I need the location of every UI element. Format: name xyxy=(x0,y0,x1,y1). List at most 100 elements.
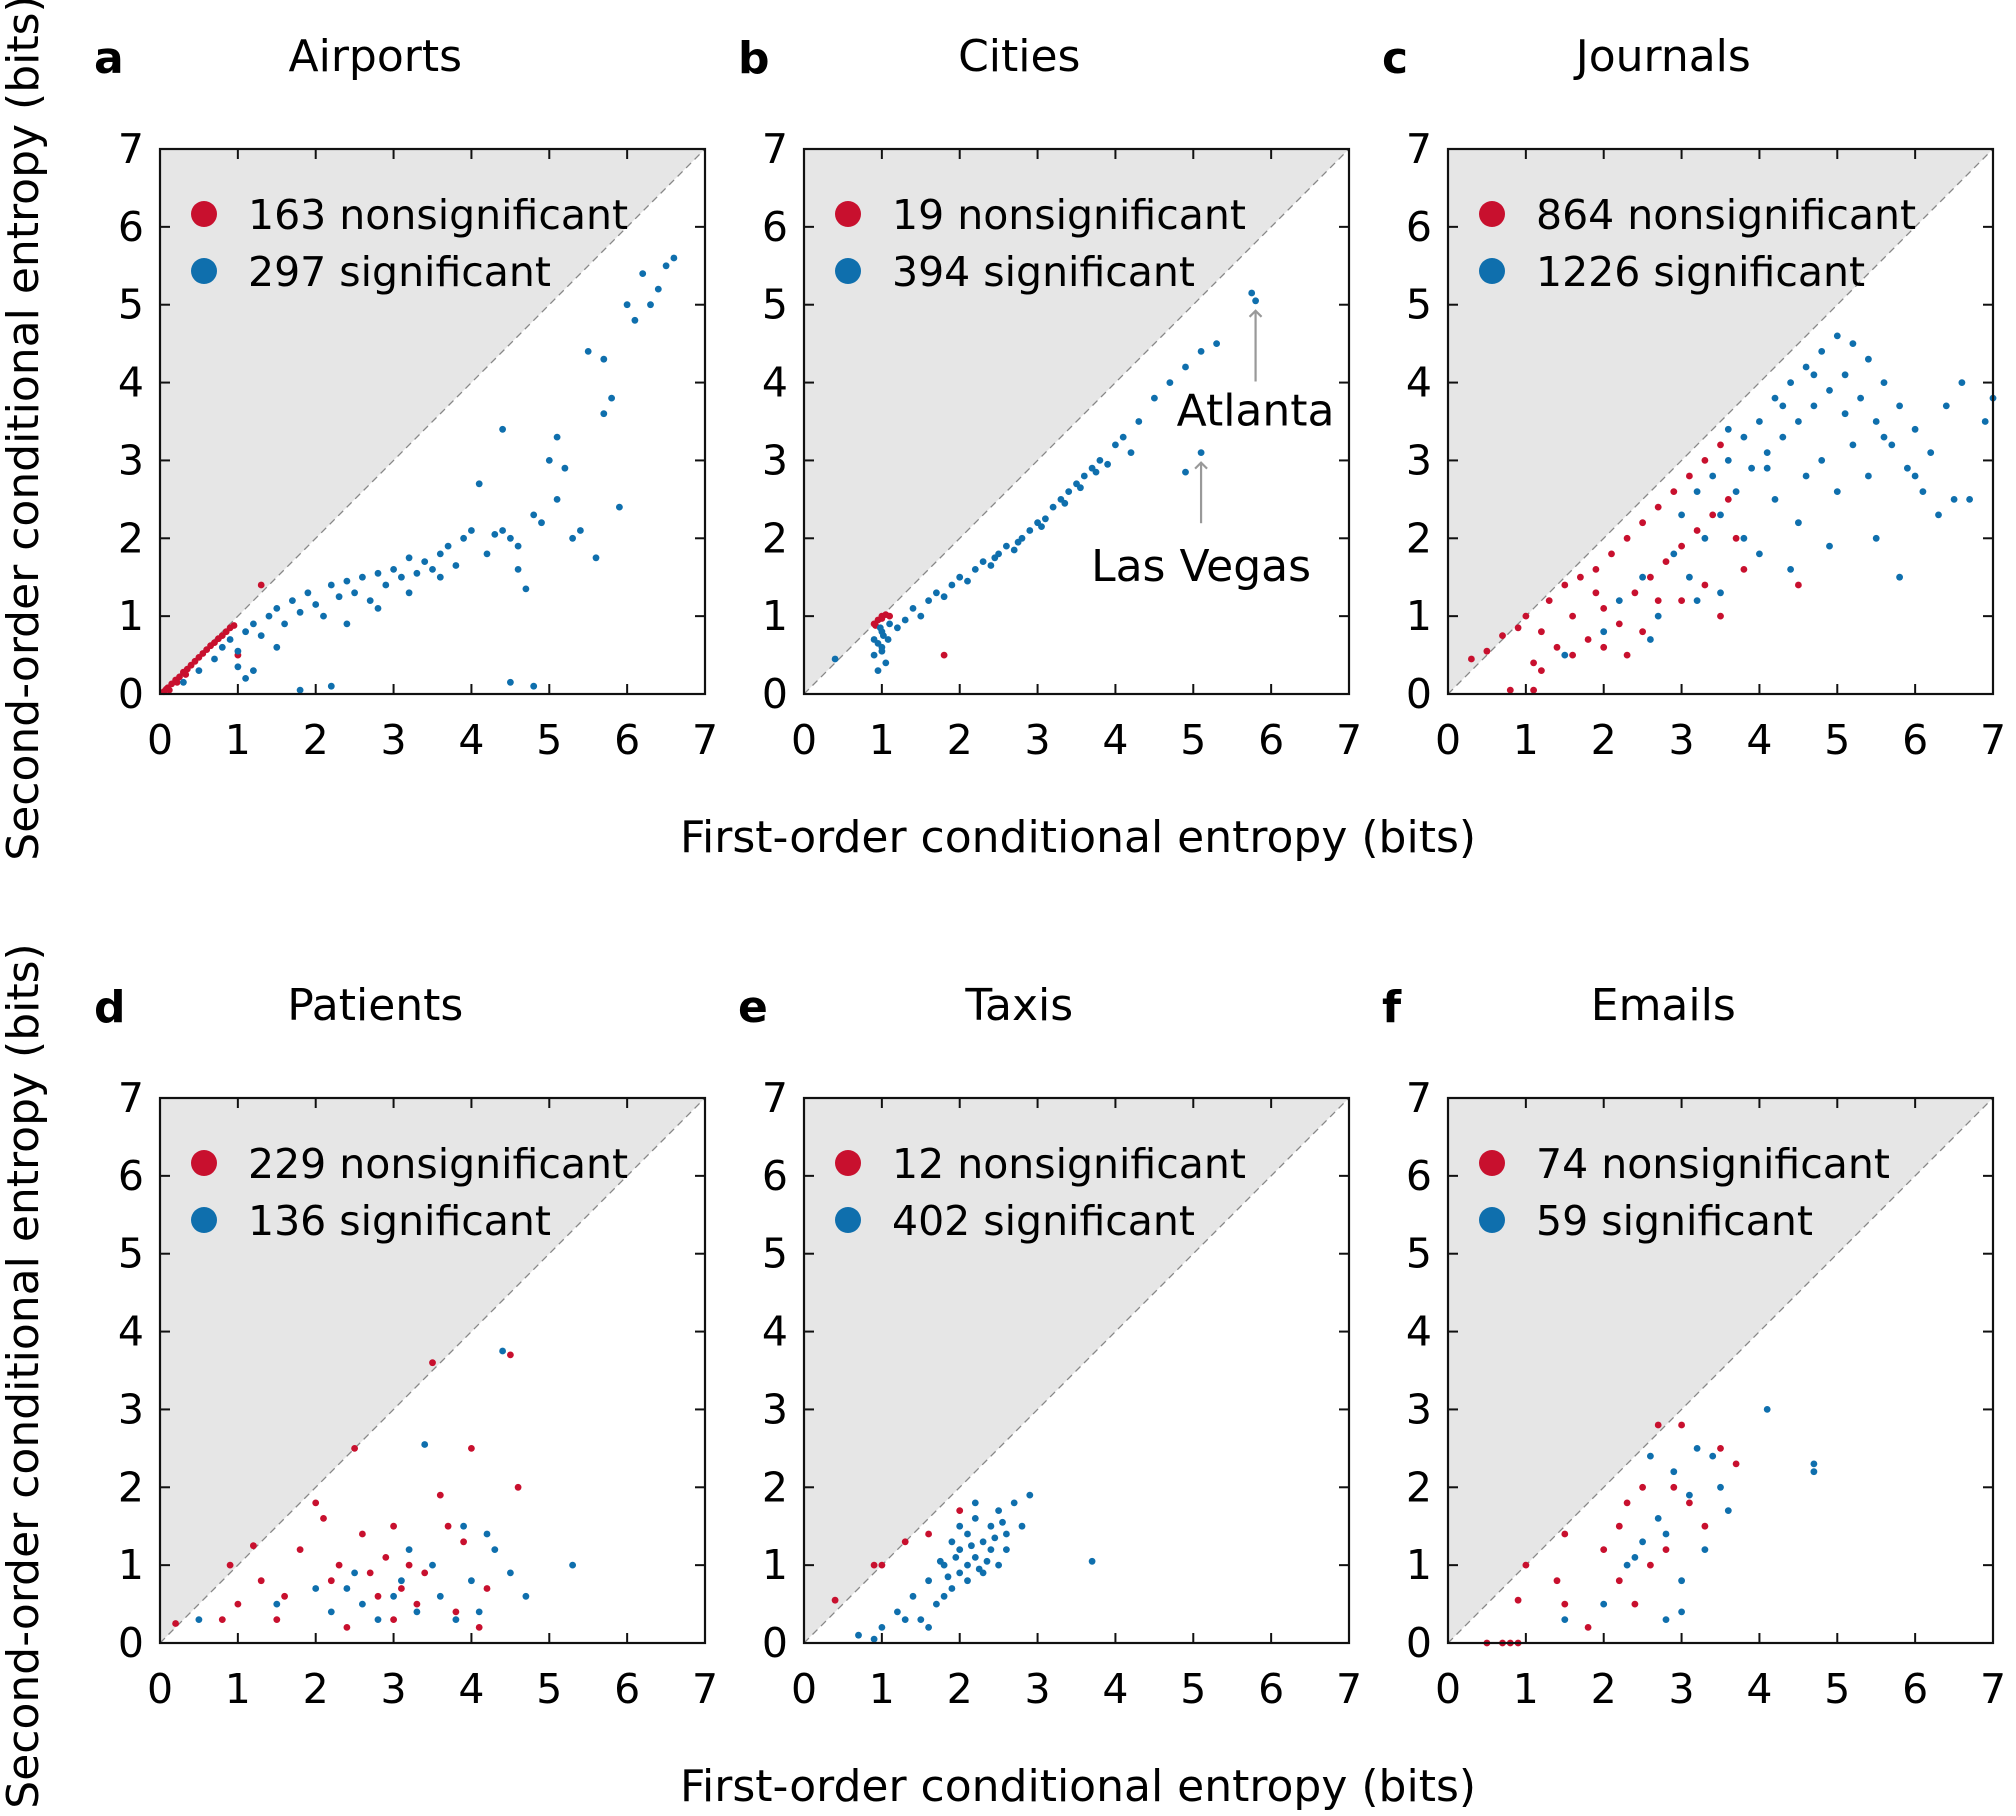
x-tick-label: 5 xyxy=(1180,716,1206,764)
data-point xyxy=(894,1608,901,1616)
diagonal-line xyxy=(1447,1097,1994,1644)
data-point xyxy=(452,1616,460,1623)
data-point xyxy=(351,589,358,597)
data-point xyxy=(1795,581,1802,589)
data-point xyxy=(870,1635,878,1643)
data-point xyxy=(176,673,183,681)
data-point xyxy=(265,612,273,620)
data-point xyxy=(1771,394,1779,402)
y-tick-label: 3 xyxy=(118,436,144,484)
data-point xyxy=(1042,515,1049,523)
y-tick-label: 4 xyxy=(762,1308,788,1356)
data-point xyxy=(1631,1554,1639,1561)
data-point xyxy=(327,1577,335,1585)
x-tick-label: 5 xyxy=(536,1665,562,1713)
x-tick-label: 6 xyxy=(1258,1665,1284,1713)
data-point xyxy=(561,464,569,472)
data-point xyxy=(670,254,678,262)
data-point xyxy=(940,593,948,601)
panel-title: Emails xyxy=(1591,980,1736,1031)
legend-marker-significant xyxy=(191,258,217,284)
data-point xyxy=(1522,612,1530,620)
data-point xyxy=(631,316,639,324)
data-point xyxy=(999,1518,1006,1526)
y-tick-label: 6 xyxy=(762,1152,788,1200)
data-point xyxy=(1717,441,1724,449)
data-point xyxy=(1530,686,1537,694)
legend-marker-nonsignificant xyxy=(1479,201,1505,227)
data-point xyxy=(374,569,382,577)
data-point xyxy=(468,1445,475,1452)
data-point xyxy=(1724,1507,1732,1514)
legend-entry-nonsignificant: 229 nonsignificant xyxy=(248,1140,628,1188)
x-axis-label-top-row: First-order conditional entropy (bits) xyxy=(680,812,1476,863)
data-point xyxy=(948,1585,956,1592)
data-point xyxy=(1623,1499,1631,1507)
data-point xyxy=(390,1616,397,1623)
y-tick-label: 1 xyxy=(762,592,788,640)
data-point xyxy=(475,480,483,488)
data-point xyxy=(886,612,893,620)
data-point xyxy=(1717,612,1724,620)
data-point xyxy=(876,624,884,632)
data-point xyxy=(991,1534,999,1542)
data-point xyxy=(250,667,257,674)
data-point xyxy=(1678,1608,1685,1616)
data-point xyxy=(468,527,475,534)
data-point xyxy=(1561,1616,1569,1623)
data-point xyxy=(886,620,893,628)
x-tick-label: 3 xyxy=(1025,716,1051,764)
data-point xyxy=(398,1577,405,1585)
y-tick-label: 5 xyxy=(1406,1230,1432,1278)
data-point xyxy=(1686,472,1693,480)
data-point xyxy=(894,624,901,632)
data-point xyxy=(1724,496,1732,503)
data-point xyxy=(1514,1596,1522,1604)
data-point xyxy=(234,1600,242,1608)
x-tick-label: 0 xyxy=(147,716,173,764)
data-point xyxy=(917,612,925,620)
data-point xyxy=(1709,1452,1717,1460)
data-point xyxy=(460,1522,467,1530)
data-point xyxy=(979,558,987,565)
legend-marker-nonsignificant xyxy=(835,1150,861,1176)
data-point xyxy=(956,573,964,581)
data-point xyxy=(1865,472,1872,480)
legend-marker-significant xyxy=(191,1207,217,1233)
series-significant xyxy=(855,1491,1096,1643)
data-point xyxy=(1849,340,1857,347)
data-point xyxy=(1818,348,1826,355)
data-point xyxy=(971,566,979,573)
data-point xyxy=(1693,488,1701,495)
data-point xyxy=(1623,651,1631,659)
data-point xyxy=(234,663,242,671)
data-point xyxy=(1732,1460,1740,1468)
data-point xyxy=(281,620,288,628)
diagonal-line xyxy=(1447,148,1994,695)
legend-entry-nonsignificant: 74 nonsignificant xyxy=(1536,1140,1890,1188)
data-point xyxy=(444,542,452,550)
data-point xyxy=(351,1569,358,1577)
data-point xyxy=(366,1569,374,1577)
panel-title: Journals xyxy=(1573,31,1751,82)
data-point xyxy=(925,1624,932,1631)
y-tick-label: 6 xyxy=(762,203,788,251)
x-tick-label: 6 xyxy=(614,716,640,764)
data-point xyxy=(1080,472,1088,480)
data-point xyxy=(1538,628,1545,636)
data-point xyxy=(1678,1577,1685,1585)
data-point xyxy=(991,554,999,562)
data-point xyxy=(1701,534,1709,542)
x-tick-label: 6 xyxy=(1902,1665,1928,1713)
x-tick-label: 7 xyxy=(1336,1665,1362,1713)
panel-title: Airports xyxy=(289,31,463,82)
data-point xyxy=(1818,457,1826,464)
legend-entry-significant: 297 significant xyxy=(248,248,551,296)
data-point xyxy=(530,511,538,519)
x-tick-label: 7 xyxy=(1980,716,2006,764)
data-point xyxy=(948,1538,956,1546)
x-tick-label: 5 xyxy=(1824,1665,1850,1713)
x-tick-label: 7 xyxy=(692,1665,718,1713)
y-tick-label: 1 xyxy=(762,1541,788,1589)
data-point xyxy=(218,643,226,651)
